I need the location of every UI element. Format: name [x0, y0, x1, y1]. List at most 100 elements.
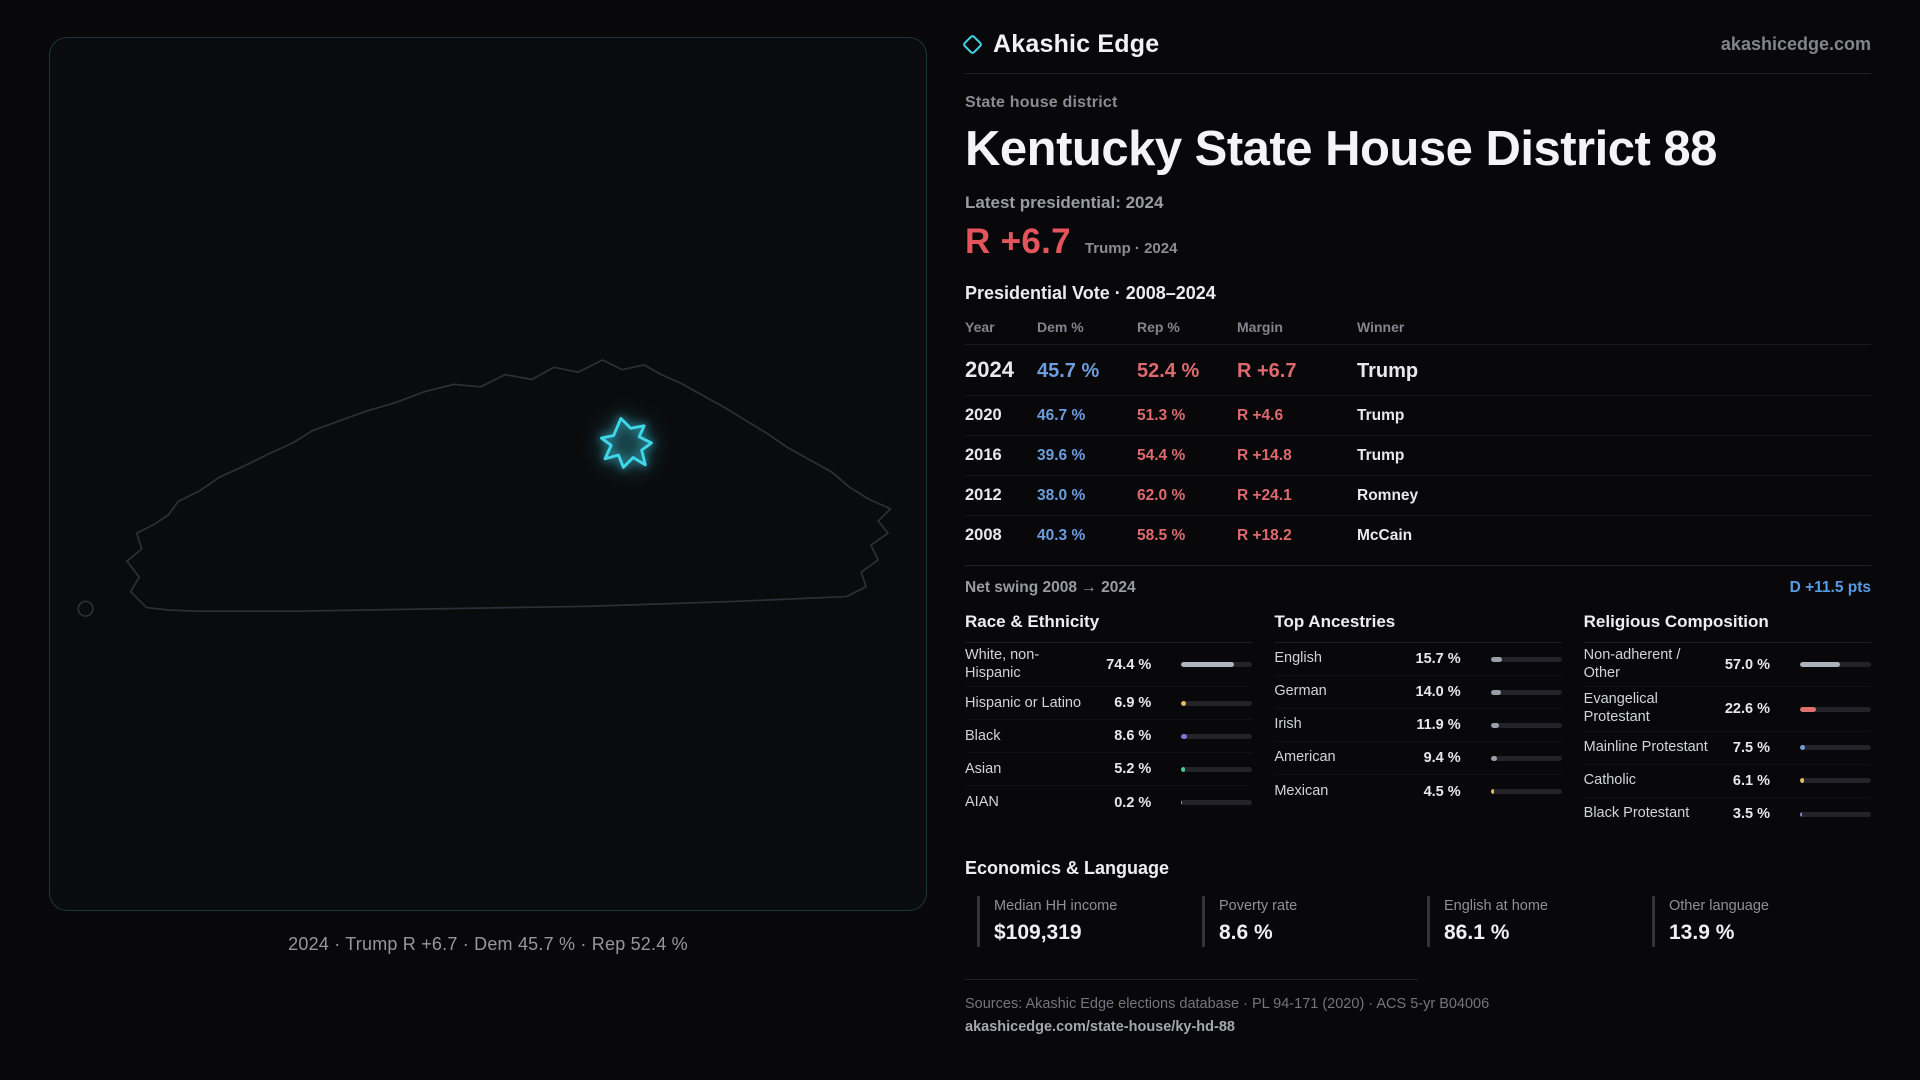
- col-winner: Winner: [1357, 319, 1405, 335]
- econ-stat-other-language: Other language 13.9 %: [1652, 895, 1871, 947]
- demo-value: 0.2 %: [1114, 794, 1152, 811]
- dem-cell: 45.7 %: [1037, 360, 1100, 382]
- rep-cell: 54.4 %: [1137, 447, 1186, 464]
- demo-value: 14.0 %: [1415, 684, 1461, 700]
- demo-label: Mexican: [1274, 782, 1329, 799]
- col-year: Year: [965, 319, 995, 335]
- brand-lockup: Akashic Edge: [961, 30, 1160, 59]
- religion-section: Religious Composition Non-adherent / Oth…: [1583, 612, 1871, 831]
- demo-bar-fill: [1800, 662, 1841, 668]
- demo-row: Non-adherent / Other 57.0 %: [1583, 643, 1871, 688]
- demo-value: 8.6 %: [1114, 728, 1152, 745]
- demo-bar-track: [1490, 689, 1562, 695]
- econ-label: English at home: [1444, 897, 1548, 914]
- district-map-panel: [49, 37, 927, 911]
- margin-context: Trump · 2024: [1084, 240, 1178, 257]
- demo-bar-fill: [1181, 700, 1187, 706]
- demo-bar-fill: [1490, 755, 1498, 761]
- economics-section: Median HH income $109,319 Poverty rate 8…: [965, 895, 1871, 947]
- demo-row: Catholic 6.1 %: [1583, 765, 1871, 798]
- demo-row: German 14.0 %: [1274, 676, 1562, 709]
- demo-bar-fill: [1181, 662, 1235, 668]
- demo-row: Black 8.6 %: [965, 720, 1253, 754]
- demo-bar-track: [1490, 656, 1562, 662]
- econ-value: 86.1 %: [1444, 920, 1510, 944]
- demo-bar-fill: [1490, 789, 1494, 794]
- demo-value: 15.7 %: [1415, 651, 1461, 667]
- demo-value: 74.4 %: [1106, 656, 1152, 673]
- demo-bar-track: [1490, 789, 1562, 794]
- demo-row: Evangelical Protestant 22.6 %: [1583, 687, 1871, 732]
- demo-bar-track: [1800, 706, 1871, 712]
- dem-cell: 46.7 %: [1037, 407, 1086, 424]
- brand-domain-link[interactable]: akashicedge.com: [1720, 34, 1871, 54]
- net-swing-value: D +11.5 pts: [1789, 579, 1871, 596]
- demo-bar-track: [1800, 745, 1871, 751]
- demo-label: AIAN: [965, 794, 999, 811]
- year-cell: 2008: [965, 526, 1002, 544]
- permalink-link[interactable]: akashicedge.com/state-house/ky-hd-88: [965, 1018, 1235, 1035]
- demo-bar-track: [1181, 800, 1253, 806]
- table-divider: [965, 565, 1871, 566]
- dem-cell: 38.0 %: [1037, 487, 1086, 504]
- demo-row: American 9.4 %: [1274, 742, 1562, 775]
- rep-cell: 62.0 %: [1137, 487, 1186, 504]
- brand-header: Akashic Edge akashicedge.com: [961, 30, 1871, 59]
- demo-value: 7.5 %: [1732, 739, 1770, 756]
- district-report-panel: Akashic Edge akashicedge.com State house…: [927, 0, 1920, 1080]
- brand-diamond-icon: [961, 33, 984, 56]
- demo-label: Hispanic or Latino: [965, 694, 1082, 711]
- demo-bar-track: [1800, 662, 1871, 668]
- winner-cell: McCain: [1357, 527, 1413, 544]
- race-ethnicity-section: Race & Ethnicity White, non- Hispanic 74…: [965, 612, 1253, 831]
- demo-bar-fill: [1490, 689, 1501, 695]
- demo-row: White, non- Hispanic 74.4 %: [965, 643, 1253, 688]
- winner-cell: Trump: [1357, 407, 1405, 424]
- section-title: Top Ancestries: [1274, 612, 1562, 643]
- demo-bar-fill: [1800, 778, 1805, 784]
- col-margin: Margin: [1237, 319, 1283, 335]
- demo-row: English 15.7 %: [1274, 643, 1562, 676]
- demo-value: 9.4 %: [1423, 750, 1461, 766]
- demo-bar-track: [1800, 811, 1871, 817]
- demo-row: Hispanic or Latino 6.9 %: [965, 687, 1253, 721]
- demo-label: German: [1274, 683, 1327, 700]
- demo-value: 22.6 %: [1724, 701, 1770, 718]
- demo-value: 4.5 %: [1423, 783, 1461, 800]
- demo-row: Black Protestant 3.5 %: [1584, 798, 1871, 831]
- year-cell: 2016: [965, 446, 1002, 464]
- margin-cell: R +4.6: [1237, 407, 1284, 424]
- winner-cell: Romney: [1357, 487, 1419, 504]
- econ-value: 8.6 %: [1219, 920, 1273, 944]
- dem-cell: 40.3 %: [1037, 527, 1086, 544]
- district-88-highlight: [599, 417, 653, 469]
- demo-row: Asian 5.2 %: [965, 753, 1253, 787]
- demo-label: Asian: [965, 760, 1002, 777]
- headline-margin: R +6.7 Trump · 2024: [965, 222, 1871, 262]
- demo-bar-fill: [1181, 766, 1186, 772]
- econ-value: 13.9 %: [1669, 920, 1735, 944]
- section-title: Race & Ethnicity: [965, 612, 1253, 643]
- demo-value: 11.9 %: [1416, 717, 1461, 733]
- demo-bar-track: [1490, 722, 1562, 728]
- econ-value: $109,319: [994, 920, 1082, 944]
- demo-value: 5.2 %: [1114, 761, 1152, 778]
- rep-cell: 58.5 %: [1137, 527, 1186, 544]
- demo-label: Mainline Protestant: [1583, 738, 1708, 755]
- net-swing-label: Net swing 2008 → 2024: [965, 579, 1136, 596]
- kentucky-outline: [126, 359, 892, 613]
- vote-row-2008: 2008 40.3 % 58.5 % R +18.2 McCain: [965, 516, 1871, 555]
- brand-name: Akashic Edge: [993, 30, 1160, 58]
- demo-row: Irish 11.9 %: [1274, 709, 1562, 742]
- year-cell: 2020: [965, 406, 1002, 424]
- demo-bar-track: [1181, 733, 1253, 739]
- demo-label: American: [1274, 749, 1336, 766]
- econ-label: Poverty rate: [1219, 897, 1298, 914]
- winner-cell: Trump: [1357, 360, 1419, 382]
- sources-text: Sources: Akashic Edge elections database…: [965, 995, 1490, 1012]
- demo-bar-fill: [1181, 733, 1188, 739]
- demo-label: Evangelical Protestant: [1583, 691, 1658, 726]
- demo-bar-fill: [1490, 722, 1500, 728]
- margin-cell: R +6.7: [1237, 360, 1297, 382]
